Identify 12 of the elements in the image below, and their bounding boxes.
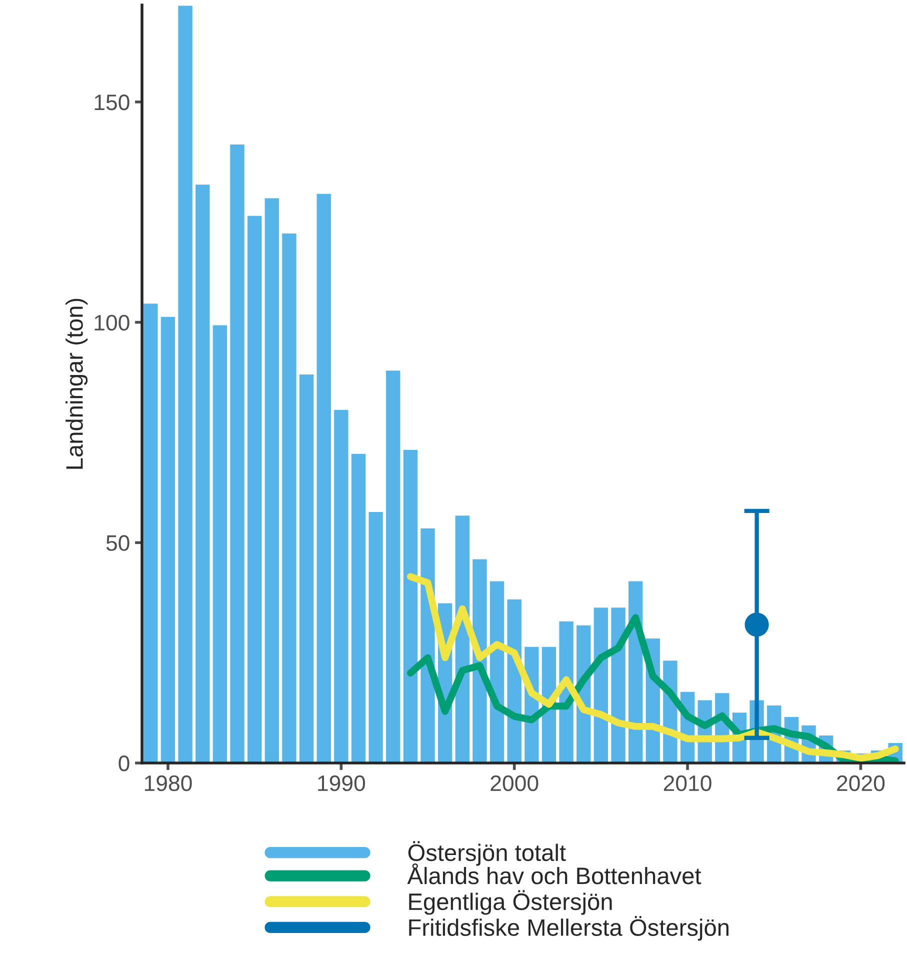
x-tick-label: 2020 — [837, 775, 885, 792]
y-tick-label: 50 — [106, 535, 130, 551]
x-tick-label: 1990 — [318, 775, 366, 792]
x-tick-label: 2010 — [664, 775, 712, 792]
legend-label: Fritidsfiske Mellersta Östersjön — [409, 916, 728, 941]
x-tick-label: 2000 — [490, 775, 538, 792]
y-tick-label: 150 — [94, 94, 130, 110]
legend-label: Egentliga Östersjön — [409, 890, 612, 915]
y-axis-title: Landningar (ton) — [66, 298, 88, 469]
y-tick-label: 100 — [94, 314, 130, 331]
y-tick-label: 0 — [118, 756, 130, 772]
x-tick-label: 1980 — [144, 775, 192, 792]
